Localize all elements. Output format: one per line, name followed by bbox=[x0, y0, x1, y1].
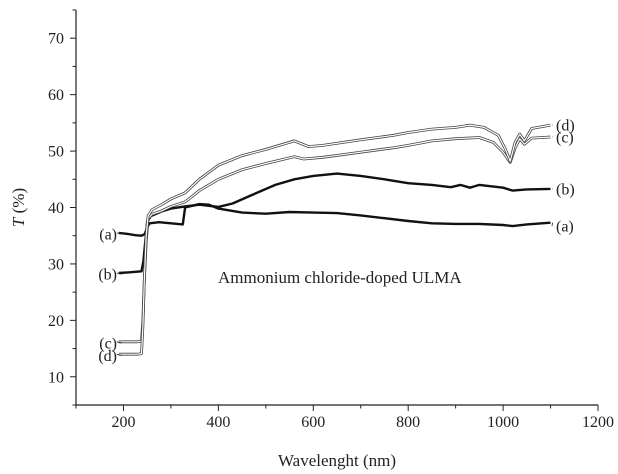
series-c-left-leader bbox=[116, 341, 123, 344]
series-labels: (a) (a)(b)(b)(c)(c)(d)(d) bbox=[98, 118, 574, 365]
x-axis-title: Wavelenght (nm) bbox=[278, 451, 396, 470]
series-layer bbox=[118, 123, 551, 356]
series-a-right-label: (a) bbox=[556, 219, 574, 236]
y-tick-label: 50 bbox=[48, 144, 64, 161]
series-a-left-leader bbox=[116, 232, 123, 235]
series-d-outline bbox=[118, 123, 551, 356]
y-tick-label: 40 bbox=[48, 200, 64, 217]
series-c-line bbox=[118, 136, 551, 343]
x-tick-label: 800 bbox=[396, 414, 420, 431]
series-d-right-label: (d) bbox=[556, 118, 575, 135]
series-b-left-label: (b) bbox=[98, 267, 117, 284]
y-tick-label: 20 bbox=[48, 313, 64, 330]
x-tick-label: 1000 bbox=[487, 414, 519, 431]
y-tick-label: 10 bbox=[48, 369, 64, 386]
series-c-left-label: (c) bbox=[99, 335, 117, 352]
y-ticks: 10 20 30 40 50 60 70 bbox=[48, 9, 76, 406]
series-d-line bbox=[118, 124, 551, 355]
x-tick-label: 1200 bbox=[582, 414, 614, 431]
y-axis-title-unit: (%) bbox=[9, 188, 28, 218]
x-ticks: 200 400 600 800 1000 1200 bbox=[75, 405, 614, 431]
x-tick-label: 200 bbox=[111, 414, 135, 431]
series-c-outline bbox=[118, 135, 551, 344]
y-tick-label: 30 bbox=[48, 256, 64, 273]
series-d-left-label: (d) bbox=[98, 348, 117, 365]
series-c-right-label: (c) bbox=[556, 129, 574, 146]
series-b-right-label: (b) bbox=[556, 181, 575, 198]
x-tick-label: 400 bbox=[206, 414, 230, 431]
series-a-right-leader bbox=[551, 222, 553, 227]
x-tick-label: 600 bbox=[301, 414, 325, 431]
y-axis-title-symbol: T bbox=[9, 216, 28, 227]
series-a-left-label: (a) bbox=[99, 227, 117, 244]
series-d-left-leader bbox=[116, 353, 123, 356]
y-tick-label: 70 bbox=[48, 31, 64, 48]
chart-annotation: Ammonium chloride-doped ULMA bbox=[218, 268, 462, 287]
series-b-left-leader bbox=[116, 272, 123, 275]
y-axis-title: T (%) bbox=[9, 188, 28, 227]
y-tick-label: 60 bbox=[48, 87, 64, 104]
series-a-line bbox=[118, 202, 551, 237]
